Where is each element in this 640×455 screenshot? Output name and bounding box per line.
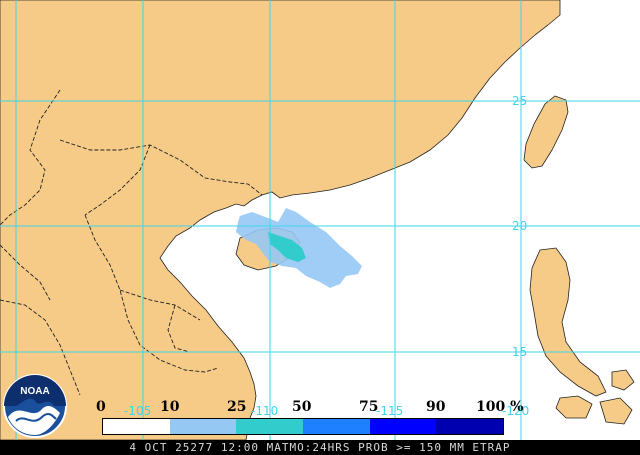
legend-tick-75: 75: [359, 399, 379, 415]
legend-swatch-50-75: [303, 419, 370, 434]
visayas-island: [611, 369, 635, 391]
legend-tick-0: 0: [96, 399, 106, 415]
lon-label-120: -120: [502, 404, 529, 418]
mainland-asia: [0, 0, 561, 440]
caption-background: [0, 440, 640, 455]
country-borders: [0, 89, 263, 396]
visayas-island: [599, 397, 633, 425]
legend-tick-90: 90: [426, 399, 446, 415]
legend-swatch-0-10: [103, 419, 170, 434]
probability-map: 25 20 15 -105 -110 -115 -120: [0, 0, 640, 440]
luzon-island: [529, 247, 607, 397]
noaa-logo-text: NOAA: [20, 386, 49, 397]
map-caption: 4 OCT 25277 12:00 MATMO:24HRS PROB >= 15…: [129, 441, 511, 454]
legend-tick-10: 10: [160, 399, 180, 415]
lat-label-15: 15: [512, 345, 527, 359]
lat-lon-graticule: [0, 0, 640, 440]
legend-tick-25: 25: [227, 399, 247, 415]
lon-label-110: -110: [251, 404, 278, 418]
noaa-logo: NOAA: [3, 374, 67, 438]
legend-swatch-75-90: [369, 419, 437, 434]
lat-label-20: 20: [512, 219, 527, 233]
legend-tick-50: 50: [292, 399, 312, 415]
probability-legend-bar: [102, 418, 504, 435]
lon-label-105: -105: [124, 404, 151, 418]
visayas-island: [555, 395, 593, 419]
lon-label-115: -115: [376, 404, 403, 418]
legend-swatch-25-50: [236, 419, 304, 434]
legend-swatch-90-100: [436, 419, 504, 434]
lat-label-25: 25: [512, 94, 527, 108]
legend-tick-100: 100 %: [476, 399, 524, 415]
probability-area-25-50: [268, 232, 306, 262]
taiwan-island: [523, 95, 569, 169]
legend-swatch-10-25: [169, 419, 237, 434]
